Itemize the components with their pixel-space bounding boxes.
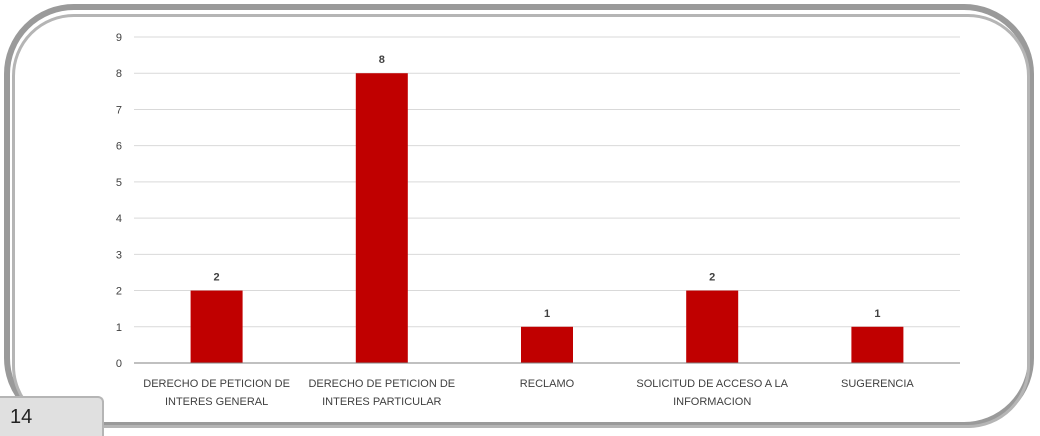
data-label: 2	[214, 272, 220, 284]
x-tick-label: SUGERENCIA	[841, 378, 914, 390]
x-tick-label: INTERES GENERAL	[165, 396, 268, 408]
bar	[355, 73, 408, 363]
data-label: 2	[709, 272, 715, 284]
chart-frame-inner	[12, 14, 1030, 428]
chart-frame	[4, 4, 1034, 428]
x-tick-label: DERECHO DE PETICION DE	[143, 378, 290, 390]
x-axis-labels: DERECHO DE PETICION DE INTERES GENERAL DER…	[143, 378, 914, 408]
x-tick-label: INFORMACION	[673, 396, 751, 408]
y-tick-label: 5	[116, 177, 122, 189]
data-label: 1	[544, 308, 550, 320]
y-tick-label: 7	[116, 104, 122, 116]
y-tick-label: 4	[116, 213, 122, 225]
data-label: 1	[874, 308, 880, 320]
y-tick-label: 8	[116, 68, 122, 80]
page-number: 14	[10, 406, 33, 428]
bars	[190, 73, 904, 363]
y-tick-label: 9	[116, 32, 122, 44]
y-tick-label: 0	[116, 358, 122, 370]
x-tick-label: DERECHO DE PETICION DE	[308, 378, 455, 390]
y-tick-label: 3	[116, 249, 122, 261]
y-tick-label: 1	[116, 322, 122, 334]
x-tick-label: RECLAMO	[520, 378, 575, 390]
y-tick-label: 2	[116, 286, 122, 298]
bar	[686, 290, 739, 363]
bar	[521, 326, 573, 363]
x-tick-label: INTERES PARTICULAR	[322, 396, 441, 408]
data-labels: 2 8 1 2 1	[214, 54, 881, 320]
page-number-tab: 14	[0, 396, 104, 436]
data-label: 8	[379, 54, 385, 66]
bar	[851, 326, 904, 363]
x-tick-label: SOLICITUD DE ACCESO A LA	[636, 378, 788, 390]
bar	[190, 290, 243, 363]
grid-lines	[134, 36, 960, 328]
y-tick-label: 6	[116, 141, 122, 153]
y-axis-ticks: 0 1 2 3 4 5 6 7 8 9	[116, 32, 122, 370]
